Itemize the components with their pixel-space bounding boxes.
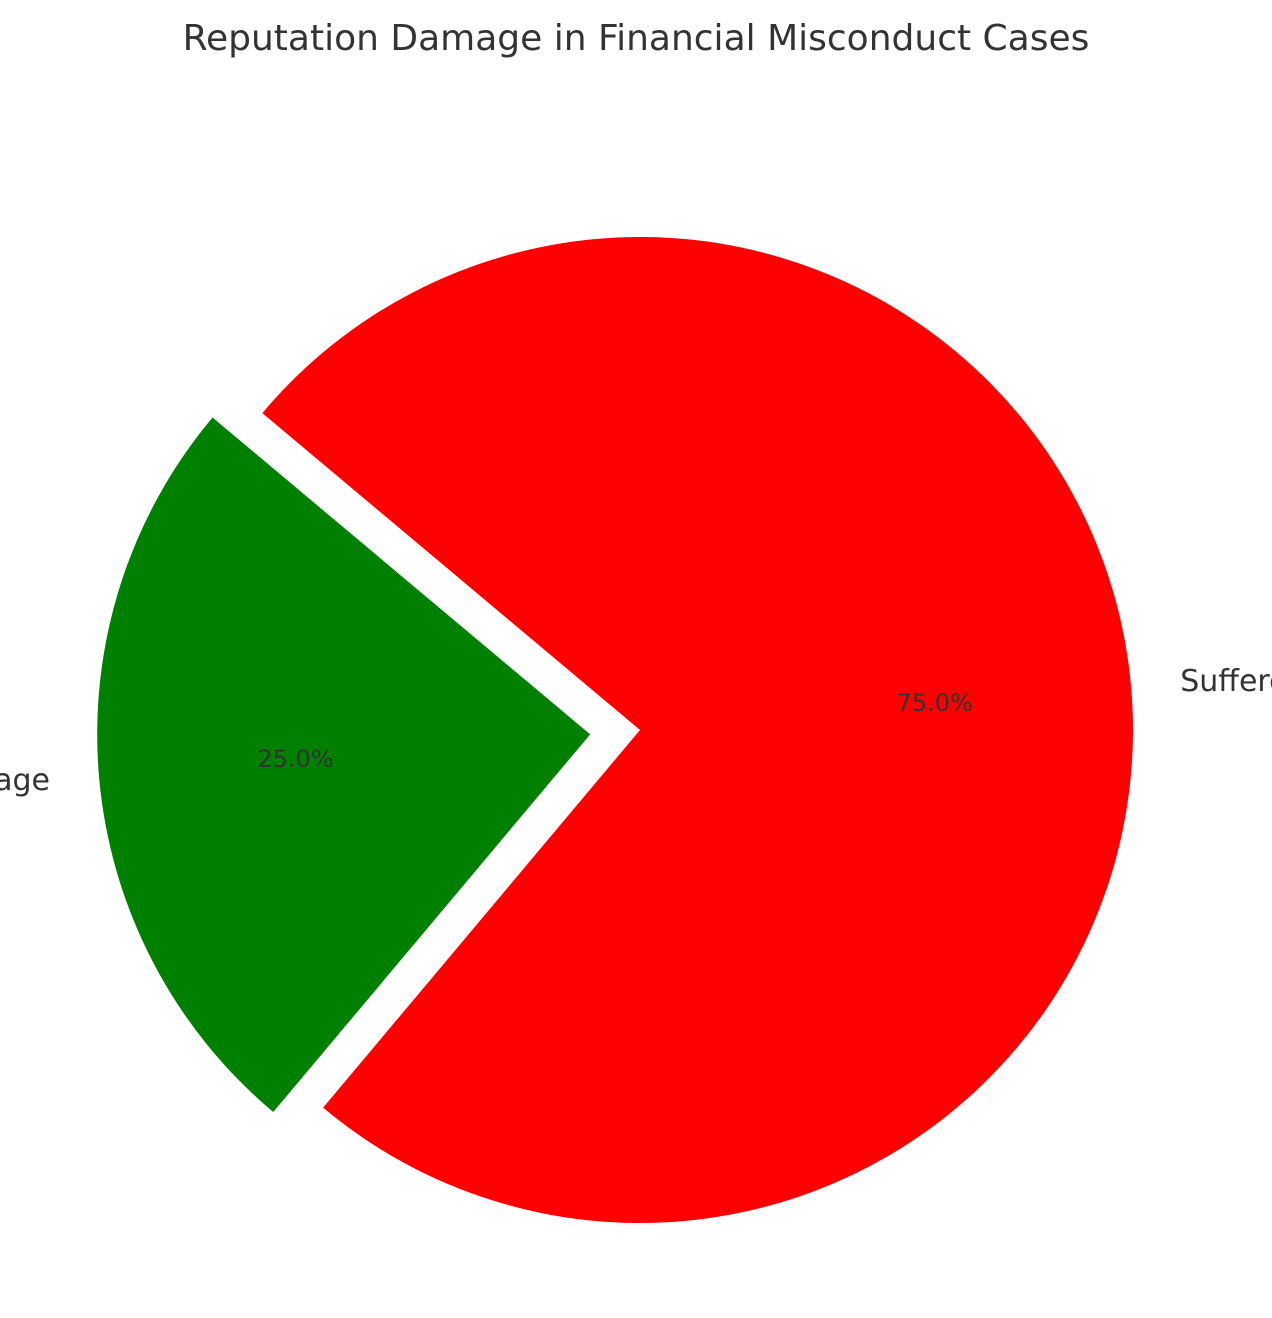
pie-pct-label-1: 75.0% <box>897 689 973 717</box>
pie-pct-label-2: 25.0% <box>257 745 333 773</box>
pie-slices <box>97 237 1133 1224</box>
pie-labels: 75.0% Suffered Reputation Damage 25.0% No R… <box>0 664 1272 798</box>
pie-slice-1 <box>262 237 1133 1224</box>
chart-title: Reputation Damage in Financial Misconduc… <box>183 18 1090 59</box>
pie-category-label-1: Suffered Reputation Damage <box>1180 664 1272 699</box>
pie-slice-2 <box>97 417 591 1113</box>
pie-category-label-2: No Reputation Damage <box>0 763 50 798</box>
